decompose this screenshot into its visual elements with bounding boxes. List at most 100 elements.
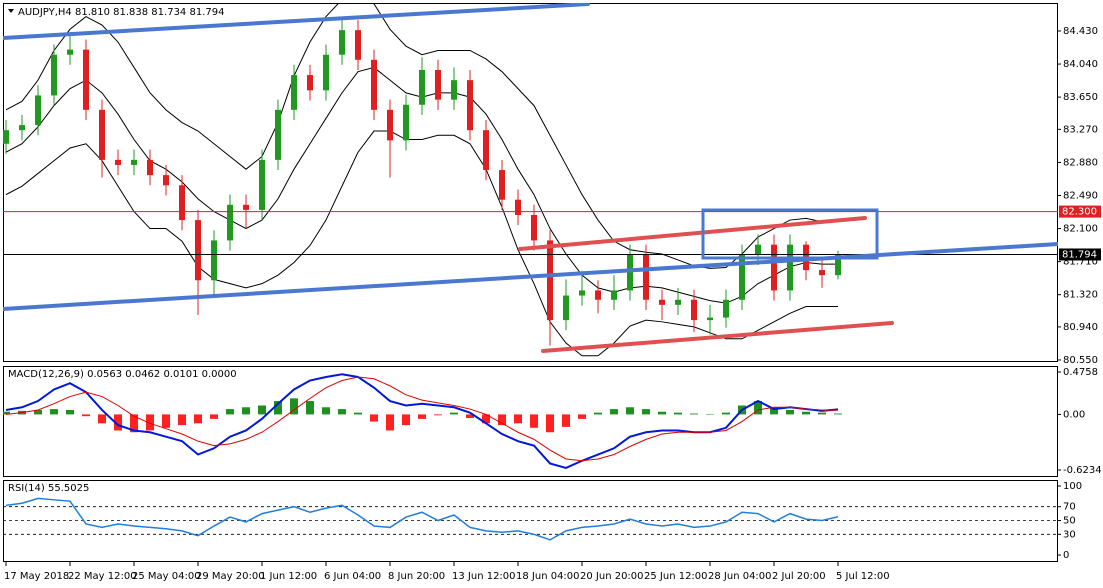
trend-line	[3, 242, 1058, 311]
macd-line	[5, 376, 839, 462]
x-tick-label: 6 Jun 04:00	[324, 571, 381, 582]
y-tick-label: 83.270	[1063, 124, 1098, 135]
histogram-bar	[530, 414, 538, 428]
candle-body	[595, 290, 601, 300]
x-tick-label: 28 Jun 04:00	[708, 571, 772, 582]
titles: AUDJPY,H4 81.810 81.838 81.734 81.794 MA…	[8, 7, 237, 494]
histogram-bar	[322, 407, 330, 415]
candle-body	[675, 299, 681, 305]
y-tick-label: 100	[1063, 481, 1082, 492]
candle-body	[83, 49, 89, 110]
candle-body	[227, 204, 233, 241]
x-tick-label: 1 Jun 12:00	[260, 571, 317, 582]
histogram-bar	[290, 398, 298, 415]
candle-body	[627, 254, 633, 291]
candle-body	[35, 95, 41, 126]
y-tick-label: -0.6234	[1063, 465, 1102, 476]
candle-body	[611, 290, 617, 300]
y-tick-label: 80.940	[1063, 322, 1098, 333]
candle-body	[275, 109, 281, 160]
bollinger-band	[5, 130, 838, 357]
histogram-bar	[658, 411, 666, 415]
histogram-bar	[258, 405, 266, 415]
histogram-bar	[226, 409, 234, 415]
histogram-bar	[450, 412, 458, 415]
y-tick-label: 84.430	[1063, 26, 1098, 37]
candle-body	[467, 80, 473, 131]
histogram-bar	[514, 414, 522, 424]
candle-body	[819, 270, 825, 276]
histogram-bar	[274, 401, 282, 415]
histogram-bar	[594, 412, 602, 415]
histogram-bar	[3, 411, 10, 415]
candle-body	[515, 199, 521, 215]
candle-body	[211, 240, 217, 281]
candle-body	[451, 80, 457, 100]
trend-line	[3, 3, 590, 40]
histogram-bar	[610, 409, 618, 415]
histogram-bar	[306, 401, 314, 415]
x-tick-label: 18 Jun 04:00	[516, 571, 580, 582]
candle-body	[835, 254, 841, 276]
candle-body	[691, 299, 697, 321]
highlight-box	[701, 208, 879, 260]
histogram-bar	[754, 401, 762, 415]
histogram-bar	[770, 407, 778, 415]
x-tick-label: 2 Jul 20:00	[772, 571, 826, 582]
candle-body	[563, 295, 569, 321]
histogram-bar	[178, 414, 186, 426]
rsi-panel	[3, 480, 1058, 562]
candle-body	[771, 244, 777, 291]
panel-frames	[3, 3, 1058, 562]
channel-line	[541, 321, 894, 353]
x-tick-label: 25 Jun 12:00	[644, 571, 708, 582]
candle-body	[403, 104, 409, 141]
histogram-bar	[434, 414, 442, 416]
y-tick-label: 84.040	[1063, 59, 1098, 70]
price-panel	[3, 3, 1058, 362]
candle-body	[19, 125, 25, 131]
candle-body	[291, 75, 297, 110]
histogram-bar	[66, 409, 74, 415]
y-tick-label: 0.00	[1063, 409, 1085, 420]
histogram-bar	[722, 412, 730, 415]
x-tick-label: 20 Jun 20:00	[580, 571, 644, 582]
y-tick-label: 0.4758	[1063, 367, 1098, 378]
histogram-bar	[34, 409, 42, 415]
histogram-bar	[626, 407, 634, 415]
y-tick-label: 81.320	[1063, 290, 1098, 301]
candle-body	[339, 30, 345, 55]
histogram-bar	[82, 414, 90, 417]
x-tick-label: 25 May 04:00	[132, 571, 201, 582]
candle-body	[355, 30, 361, 60]
candle-body	[483, 130, 489, 171]
rsi-line	[5, 497, 839, 541]
histogram-bar	[418, 414, 426, 419]
histogram-bar	[786, 409, 794, 415]
candle-body	[179, 185, 185, 221]
histogram-bar	[562, 414, 570, 427]
histogram-bar	[114, 414, 122, 431]
candle-body	[67, 49, 73, 55]
y-tick-label: 30	[1063, 529, 1076, 540]
histogram-bar	[194, 414, 202, 424]
macd-title: MACD(12,26,9) 0.0563 0.0462 0.0101 0.000…	[8, 369, 237, 380]
candle-body	[707, 317, 713, 321]
candle-body	[115, 159, 121, 165]
candle-body	[579, 290, 585, 296]
x-tick-label: 8 Jun 20:00	[388, 571, 445, 582]
candle-body	[419, 69, 425, 105]
candle-body	[51, 54, 57, 96]
candle-body	[739, 254, 745, 300]
histogram-bar	[98, 414, 106, 424]
y-tick-label: 82.100	[1063, 224, 1098, 235]
trend-drawings	[3, 3, 1058, 353]
candle-body	[307, 75, 313, 91]
x-tick-label: 13 Jun 12:00	[452, 571, 516, 582]
histogram-bar	[386, 414, 394, 431]
y-tick-label: 82.880	[1063, 157, 1098, 168]
histogram-bar	[338, 409, 346, 415]
x-tick-label: 17 May 2018	[4, 571, 69, 582]
histogram-bar	[674, 412, 682, 415]
